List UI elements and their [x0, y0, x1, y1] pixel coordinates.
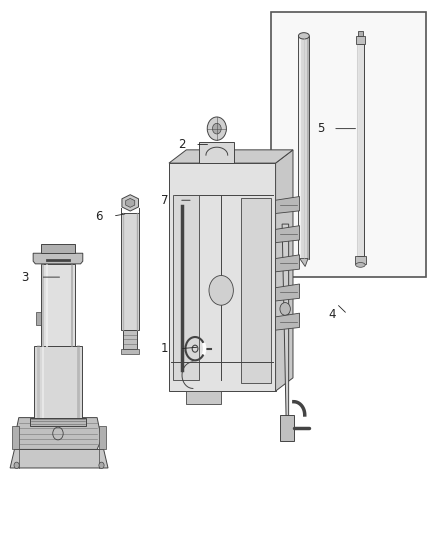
Polygon shape — [282, 224, 289, 436]
Circle shape — [212, 123, 221, 134]
Polygon shape — [169, 150, 293, 163]
Bar — [271, 12, 426, 277]
Polygon shape — [357, 44, 364, 256]
Polygon shape — [276, 255, 300, 272]
Text: 4: 4 — [328, 308, 336, 321]
Polygon shape — [355, 256, 366, 264]
Polygon shape — [276, 197, 300, 214]
Polygon shape — [276, 313, 300, 330]
Polygon shape — [276, 150, 293, 391]
Polygon shape — [99, 425, 106, 449]
Polygon shape — [41, 244, 75, 253]
Polygon shape — [276, 284, 300, 301]
Circle shape — [207, 117, 226, 140]
Polygon shape — [356, 36, 365, 44]
Text: 2: 2 — [178, 138, 186, 151]
Polygon shape — [34, 346, 82, 418]
Polygon shape — [123, 330, 137, 349]
Polygon shape — [10, 449, 108, 468]
Polygon shape — [41, 264, 75, 346]
Circle shape — [99, 462, 104, 469]
Ellipse shape — [356, 263, 365, 267]
Polygon shape — [358, 30, 363, 36]
Polygon shape — [121, 349, 139, 354]
Polygon shape — [126, 198, 135, 207]
Polygon shape — [173, 195, 199, 381]
Text: 7: 7 — [161, 193, 168, 207]
Polygon shape — [276, 225, 300, 243]
Polygon shape — [186, 391, 221, 405]
Polygon shape — [122, 195, 138, 211]
Circle shape — [280, 303, 290, 316]
Polygon shape — [280, 415, 294, 441]
Ellipse shape — [298, 33, 309, 39]
Polygon shape — [241, 198, 271, 383]
Polygon shape — [300, 259, 308, 266]
Polygon shape — [36, 312, 41, 325]
Polygon shape — [298, 36, 309, 259]
Polygon shape — [30, 418, 86, 425]
Polygon shape — [121, 214, 139, 330]
Text: 1: 1 — [161, 342, 168, 355]
Polygon shape — [169, 163, 276, 391]
Polygon shape — [12, 425, 19, 449]
Circle shape — [14, 462, 19, 469]
Polygon shape — [33, 253, 83, 264]
Circle shape — [209, 276, 233, 305]
Text: 5: 5 — [318, 122, 325, 135]
Text: 6: 6 — [95, 209, 103, 223]
Text: 3: 3 — [21, 271, 29, 284]
Polygon shape — [199, 142, 234, 163]
Polygon shape — [14, 418, 102, 449]
